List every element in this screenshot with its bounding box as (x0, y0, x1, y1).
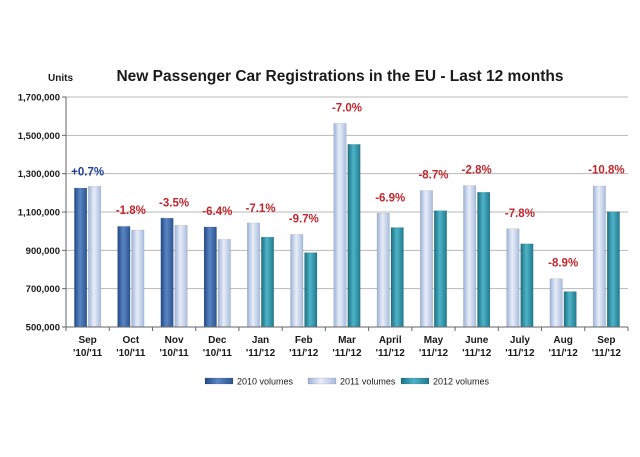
y-tick-label: 1,100,000 (18, 208, 60, 219)
x-tick-label-month: July (510, 335, 530, 346)
bar-2011 (131, 229, 145, 328)
change-label: -9.7% (289, 214, 319, 226)
bar-2010 (117, 226, 131, 328)
change-label: -3.5% (159, 197, 189, 209)
chart-title: New Passenger Car Registrations in the E… (116, 68, 563, 85)
change-label: -2.8% (462, 165, 492, 177)
x-tick-label-period: '10/'11 (159, 348, 189, 359)
y-tick-label: 500,000 (26, 323, 60, 334)
change-label: -6.4% (202, 206, 232, 218)
x-tick-label-period: '11/'12 (289, 348, 319, 359)
x-tick-label-period: '11/'12 (592, 348, 622, 359)
x-tick-label-period: '10/'11 (73, 348, 103, 359)
bar-2012 (261, 236, 275, 328)
bar-2011 (333, 123, 347, 328)
change-label: -7.0% (332, 102, 362, 114)
grid-layer (66, 96, 628, 290)
y-tick-label: 700,000 (26, 284, 60, 295)
x-tick-label-period: '11/'12 (462, 348, 492, 359)
x-tick-label-month: Feb (295, 335, 313, 346)
x-tick-label-period: '11/'12 (505, 348, 535, 359)
bar-2011 (592, 185, 606, 328)
bar-2012 (520, 243, 534, 328)
bar-2010 (74, 187, 88, 328)
legend-label: 2012 volumes (433, 377, 490, 387)
change-label: -10.8% (588, 165, 624, 177)
change-label: -1.8% (116, 205, 146, 217)
change-label: -8.9% (548, 258, 578, 270)
x-tick-label-month: Sep (78, 335, 96, 346)
bar-2012 (347, 144, 361, 328)
x-tick-label-month: Oct (123, 335, 140, 346)
axis-layer: 500,000 700,000 900,000 1,100,000 1,300,000 1… (18, 93, 629, 359)
x-tick-label-period: '11/'12 (246, 348, 276, 359)
x-tick-label-month: May (424, 335, 444, 346)
x-tick-label-period: '11/'12 (376, 348, 406, 359)
bar-2011 (88, 186, 102, 328)
bar-2010 (203, 226, 217, 328)
bar-2011 (506, 228, 520, 328)
y-tick-label: 1,300,000 (18, 169, 60, 180)
bar-2012 (433, 210, 447, 328)
bar-2011 (174, 224, 188, 328)
bar-2011 (247, 222, 261, 328)
bar-2010 (160, 217, 174, 328)
bar-2011 (419, 190, 433, 328)
x-tick-label-month: Nov (165, 335, 184, 346)
bar-2012 (390, 227, 404, 328)
legend-label: 2010 volumes (237, 377, 294, 387)
x-tick-label-month: Aug (553, 335, 572, 346)
bar-2011 (463, 185, 477, 328)
x-tick-label-month: Jan (252, 335, 269, 346)
legend-swatch (307, 377, 337, 385)
x-tick-label-period: '11/'12 (549, 348, 579, 359)
x-tick-label-month: Mar (338, 335, 356, 346)
bar-2012 (304, 252, 318, 328)
x-tick-label-month: Dec (208, 335, 227, 346)
bar-2011 (376, 212, 390, 328)
legend-swatch (204, 377, 234, 385)
legend-swatch (400, 377, 430, 385)
x-tick-label-period: '11/'12 (332, 348, 362, 359)
legend-label: 2011 volumes (340, 377, 396, 387)
x-tick-label-month: April (379, 335, 402, 346)
labels-layer: +0.7% -1.8% -3.5% -6.4% -7.1% -9.7% -7.0% -6.9%… (71, 102, 624, 269)
y-tick-label: 900,000 (26, 246, 60, 257)
bar-2011 (217, 239, 231, 328)
x-tick-label-period: '10/'11 (203, 348, 233, 359)
y-tick-label: 1,500,000 (18, 131, 60, 142)
bar-2012 (477, 192, 491, 328)
bar-2012 (563, 291, 577, 328)
change-label: -6.9% (375, 192, 405, 204)
x-tick-label-month: Sep (597, 335, 615, 346)
bar-2011 (549, 278, 563, 328)
x-tick-label-period: '11/'12 (419, 348, 449, 359)
y-tick-label: 1,700,000 (18, 93, 60, 104)
y-axis-label: Units (48, 73, 73, 84)
x-tick-label-period: '10/'11 (116, 348, 146, 359)
change-label: -7.8% (505, 208, 535, 220)
bar-2012 (606, 211, 620, 328)
change-label: -8.7% (418, 169, 448, 181)
change-label: -7.1% (246, 203, 276, 215)
bar-2011 (290, 234, 304, 328)
legend: 2010 volumes 2011 volumes 2012 volumes (204, 377, 490, 387)
change-label: +0.7% (71, 167, 104, 179)
x-tick-label-month: June (465, 335, 489, 346)
bars-layer (74, 123, 620, 328)
